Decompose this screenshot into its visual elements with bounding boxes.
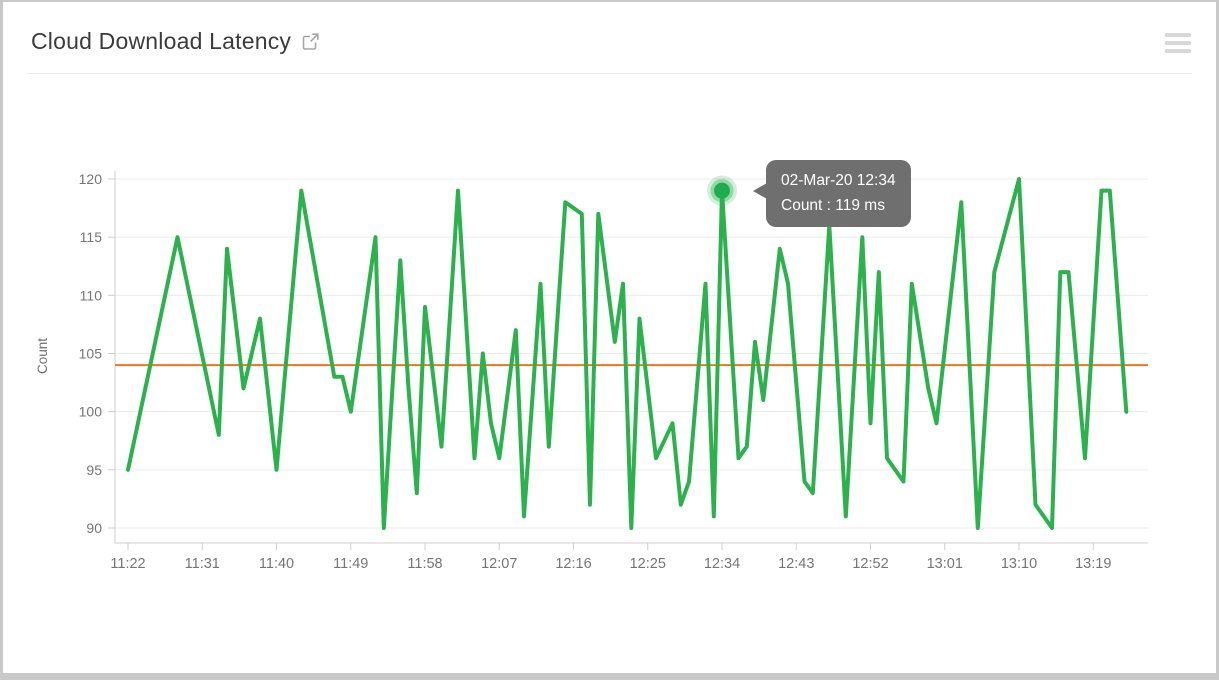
- open-in-new-icon[interactable]: [302, 33, 319, 50]
- x-tick-label: 13:01: [927, 556, 963, 572]
- x-tick-label: 11:40: [259, 556, 294, 572]
- x-tick-label: 12:52: [852, 556, 888, 572]
- x-tick-label: 11:22: [110, 556, 145, 572]
- hamburger-menu-icon[interactable]: [1165, 33, 1191, 53]
- y-tick-label: 110: [80, 287, 103, 303]
- widget-header: Cloud Download Latency: [3, 2, 1216, 74]
- x-tick-label: 11:31: [185, 556, 220, 572]
- x-tick-label: 12:07: [481, 556, 517, 572]
- highlight-point[interactable]: [714, 182, 730, 199]
- x-tick-label: 11:58: [407, 556, 442, 572]
- widget-card: Cloud Download Latency 120 115 110 105 100 95…: [3, 2, 1216, 673]
- latency-series-line[interactable]: [126, 177, 1129, 530]
- x-tick-label: 12:16: [555, 556, 591, 572]
- x-tick-label: 13:10: [1001, 556, 1037, 572]
- x-tick-label: 12:34: [704, 556, 740, 572]
- header-divider: [27, 73, 1192, 74]
- y-tick-label: 120: [79, 171, 103, 187]
- y-tick-label: 105: [79, 345, 103, 361]
- x-tick-label: 13:19: [1075, 556, 1111, 572]
- y-tick-label: 95: [86, 462, 102, 478]
- chart-tooltip: 02-Mar-20 12:34 Count : 119 ms: [753, 159, 911, 227]
- tooltip-value: Count : 119 ms: [781, 196, 885, 214]
- latency-line-chart[interactable]: 120 115 110 105 100 95 90 11:22 11:31 11:40 11:49 1…: [3, 2, 1216, 673]
- page-title: Cloud Download Latency: [31, 28, 292, 54]
- x-tick-label: 12:25: [630, 556, 666, 572]
- x-tick-label: 12:43: [778, 556, 814, 572]
- x-tick-label: 11:49: [333, 556, 368, 572]
- y-tick-label: 100: [79, 404, 103, 420]
- y-axis-title: Count: [35, 338, 50, 374]
- tooltip-arrow: [753, 182, 767, 199]
- tooltip-timestamp: 02-Mar-20 12:34: [781, 171, 896, 189]
- y-tick-label: 115: [80, 229, 103, 245]
- y-tick-label: 90: [86, 520, 102, 536]
